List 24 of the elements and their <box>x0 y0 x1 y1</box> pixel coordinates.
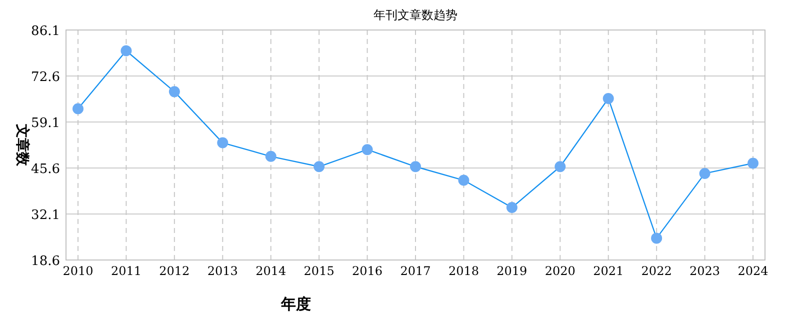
x-tick-label: 2019 <box>496 264 528 278</box>
x-tick-label: 2021 <box>593 264 624 278</box>
y-tick-label: 18.6 <box>31 254 60 269</box>
x-tick-label: 2014 <box>256 264 286 278</box>
x-tick-label: 2015 <box>304 264 334 278</box>
x-axis-title: 年度 <box>280 295 311 313</box>
x-tick-label: 2016 <box>352 264 383 278</box>
chart-title: 年刊文章数趋势 <box>374 8 458 22</box>
y-axis-title: 文章数 <box>14 123 31 167</box>
x-tick-label: 2012 <box>159 264 190 278</box>
y-tick-label: 86.1 <box>31 24 60 39</box>
x-tick-label: 2024 <box>738 264 769 278</box>
y-tick-label: 59.1 <box>31 116 60 131</box>
x-tick-label: 2010 <box>62 264 94 278</box>
x-tick-label: 2013 <box>207 264 238 278</box>
y-tick-label: 72.6 <box>31 70 60 85</box>
y-tick-label: 45.6 <box>31 162 60 177</box>
x-tick-label: 2023 <box>690 264 720 278</box>
x-tick-label: 2018 <box>448 264 479 278</box>
x-tick-label: 2011 <box>110 264 142 278</box>
y-tick-label: 32.1 <box>31 208 60 223</box>
x-tick-label: 2022 <box>641 264 672 278</box>
x-tick-label: 2017 <box>400 264 431 278</box>
x-tick-label: 2020 <box>544 264 576 278</box>
